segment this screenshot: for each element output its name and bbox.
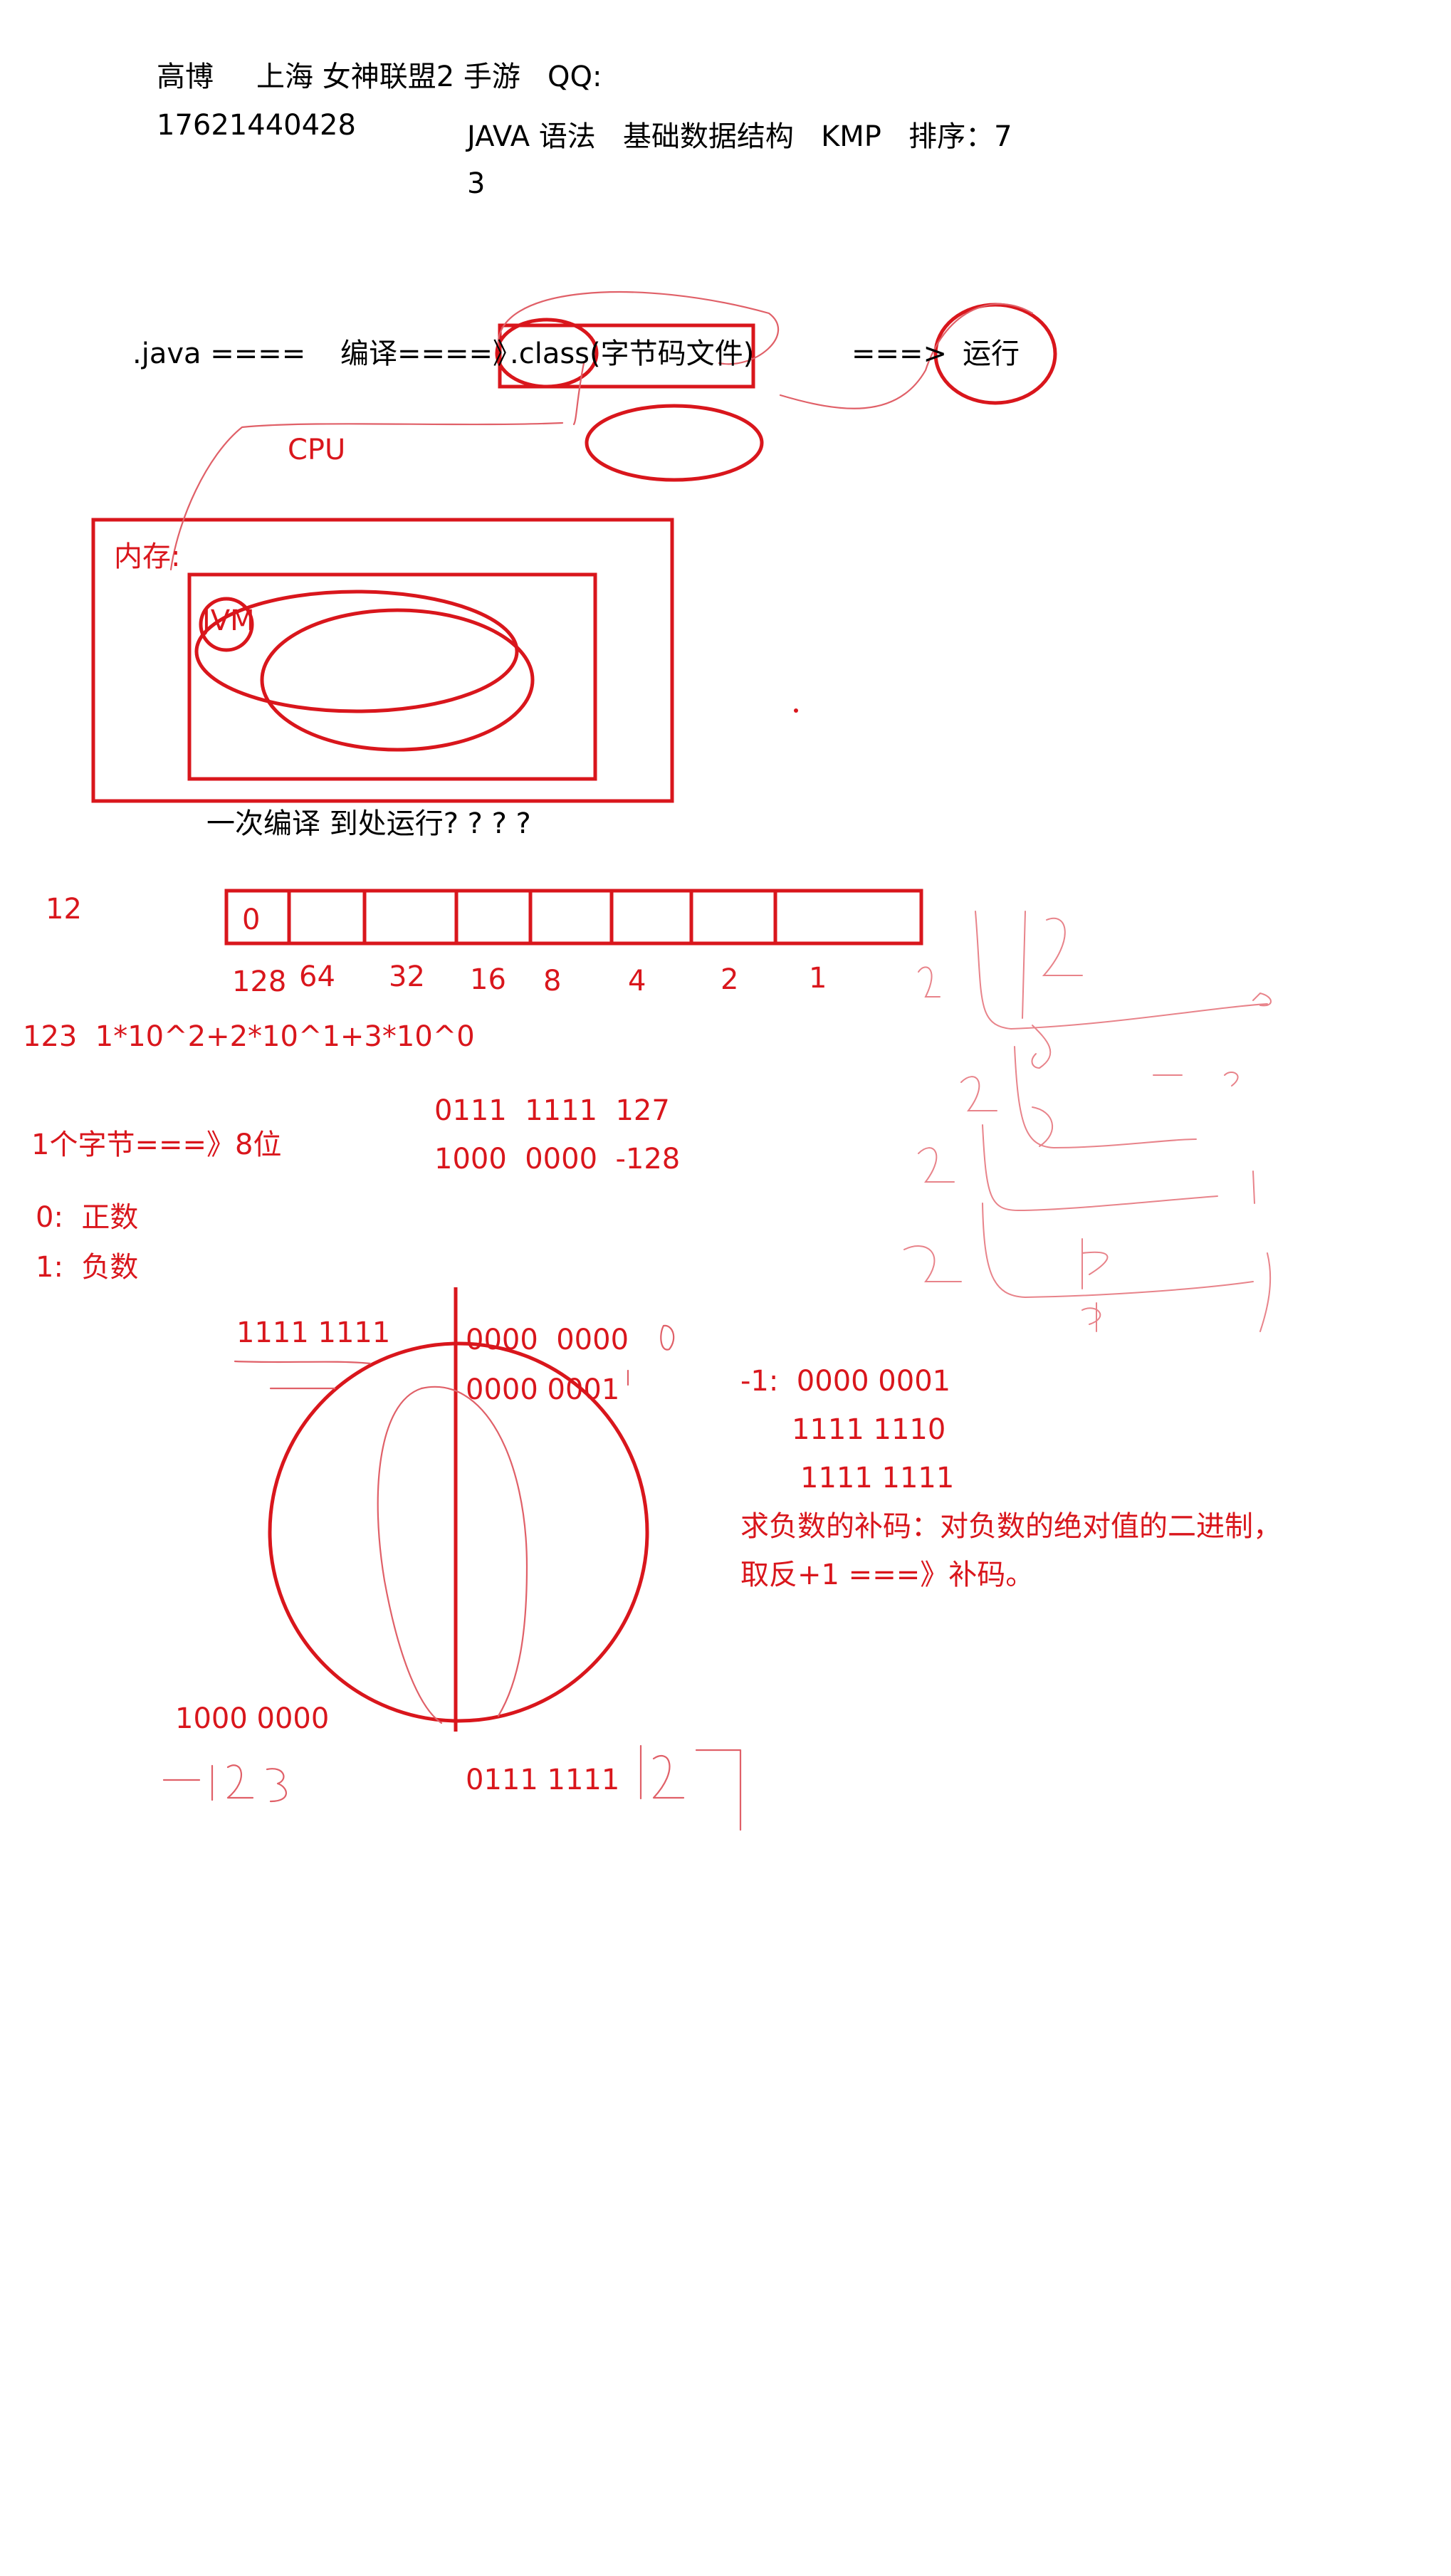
author-name: 高博 [157,61,214,93]
byte-cells [224,889,923,946]
complement-line1: -1: 0000 0001 [740,1365,951,1398]
weight-16: 16 [470,963,506,996]
author-info: 上海 女神联盟2 手游 QQ: [256,61,602,93]
complement-rule1: 求负数的补码：对负数的绝对值的二进制， [740,1510,1282,1543]
memory-caption: 一次编译 到处运行? ? ? ? [206,807,531,840]
weight-64: 64 [299,960,335,993]
first-bit: 0 [242,904,261,936]
weight-128: 128 [232,965,287,998]
decimal-expansion: 123 1*10^2+2*10^1+3*10^0 [23,1020,475,1053]
red-dot [794,708,798,713]
run-label: 运行 [963,337,1020,370]
complement-rule2: 取反+1 ===》补码。 [740,1559,1034,1591]
byte-bits: 1个字节===》8位 [31,1129,282,1161]
memory-box [91,518,674,803]
jvm-ellipse-1 [194,590,519,713]
class-file: .class(字节码文件) [510,337,755,370]
max-value: 0111 1111 127 [434,1094,670,1127]
topics-cont: 3 [467,167,486,200]
weight-4: 4 [628,965,646,998]
sign-negative: 1: 负数 [36,1251,139,1284]
jvm-ellipse-2 [260,608,535,752]
dot-class-ellipse [495,318,599,389]
weight-8: 8 [543,965,562,998]
weight-2: 2 [721,963,739,996]
byte-circle [268,1341,649,1723]
circle-top-right-1: 0000 0000 [466,1324,629,1356]
min-value: 1000 0000 -128 [434,1143,681,1176]
complement-line2: 1111 1110 [792,1413,946,1446]
circle-top-left: 1111 1111 [236,1316,391,1349]
cpu-ellipse [585,404,764,482]
circle-bottom-left: 1000 0000 [175,1702,330,1735]
java-source: .java ==== [132,337,306,370]
flow-arrow: ===> [852,337,948,370]
qq-number: 17621440428 [157,109,356,142]
jvm-box [187,572,597,781]
circle-bottom-right: 0111 1111 [466,1764,620,1796]
jvm-label: JVM [202,604,255,637]
class-file-box [498,323,755,389]
memory-label: 内存: [114,540,181,573]
number-12: 12 [46,893,82,926]
compile-step: 编译====》 [340,337,522,370]
topics: JAVA 语法 基础数据结构 KMP 排序：7 [467,120,1012,153]
complement-line3: 1111 1111 [800,1462,955,1494]
jvm-small-circle [199,597,254,652]
circle-top-right-2: 0000 0001 [466,1373,620,1406]
weight-32: 32 [389,960,425,993]
weight-1: 1 [809,962,827,995]
sign-positive: 0: 正数 [36,1201,139,1234]
handwritten-scribbles [162,290,1272,1831]
cpu-label: CPU [288,434,346,466]
